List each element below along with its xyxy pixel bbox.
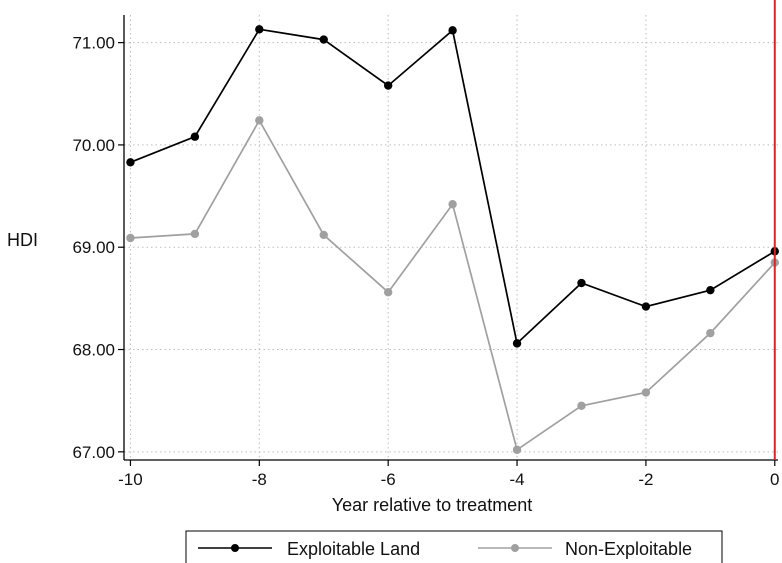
y-axis-title: HDI: [7, 230, 38, 250]
data-point-exploitable: [255, 25, 264, 34]
data-point-non-exploitable: [448, 200, 457, 209]
legend-label-exploitable: Exploitable Land: [287, 539, 420, 559]
data-point-non-exploitable: [126, 233, 135, 243]
x-tick-label: -10: [118, 470, 143, 489]
axes: [123, 15, 778, 461]
legend-swatch-exploitable-marker: [231, 544, 239, 552]
y-tick-label: 67.00: [72, 443, 115, 462]
x-tick-label: 0: [770, 470, 779, 489]
data-point-non-exploitable: [190, 229, 200, 239]
ticks: 67.00 68.00 69.00 70.00 71.00 -10 -8 -6 -4 -2 0: [72, 34, 779, 489]
legend-label-non-exploitable: Non-Exploitable: [565, 539, 692, 559]
data-point-exploitable: [641, 302, 651, 311]
series-line-non-exploitable: [130, 118, 776, 452]
x-tick-label: -4: [509, 470, 524, 489]
x-tick-label: -6: [381, 470, 396, 489]
legend-swatch-non-exploitable-marker: [511, 544, 519, 552]
y-tick-label: 70.00: [72, 136, 115, 155]
legend: Exploitable Land Non-Exploitable: [185, 530, 723, 563]
data-point-exploitable: [190, 132, 200, 141]
data-point-non-exploitable: [577, 401, 586, 410]
data-point-non-exploitable: [255, 116, 264, 125]
y-tick-label: 68.00: [72, 341, 115, 360]
data-point-exploitable: [319, 35, 328, 44]
data-point-non-exploitable: [641, 388, 651, 397]
data-point-exploitable: [577, 278, 586, 288]
data-point-non-exploitable: [383, 288, 393, 297]
x-axis-title: Year relative to treatment: [332, 495, 532, 515]
x-tick-label: -2: [638, 470, 653, 489]
data-point-exploitable: [126, 158, 135, 167]
grid: [124, 15, 778, 460]
x-tick-label: -8: [252, 470, 267, 489]
series-line-exploitable: [130, 28, 776, 346]
data-point-non-exploitable: [512, 445, 522, 454]
data-point-exploitable: [512, 339, 522, 348]
y-tick-label: 69.00: [72, 238, 115, 257]
data-point-exploitable: [448, 26, 457, 35]
data-point-exploitable: [383, 81, 393, 90]
series: [126, 25, 779, 454]
data-point-non-exploitable: [706, 328, 715, 338]
data-point-exploitable: [706, 285, 715, 295]
data-point-non-exploitable: [319, 230, 328, 240]
y-tick-label: 71.00: [72, 34, 115, 53]
legend-box: [185, 530, 723, 563]
